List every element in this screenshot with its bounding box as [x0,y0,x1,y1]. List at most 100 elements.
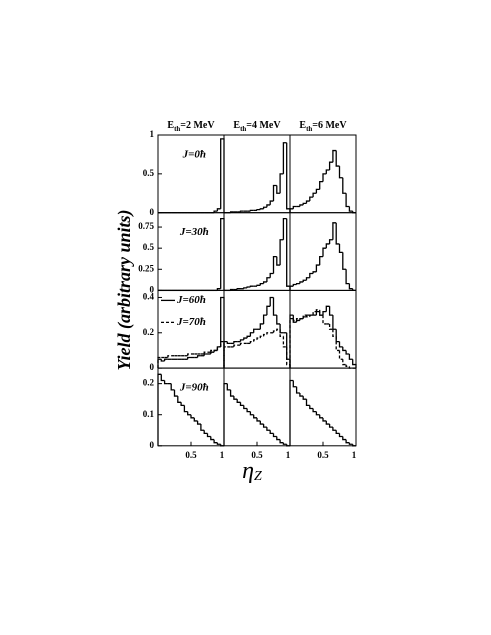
histogram-bin [272,184,277,202]
y-tick-label: 0.5 [143,242,155,252]
histogram-bin [315,411,320,416]
histogram-bin [262,206,267,209]
histogram-bin [282,217,287,240]
histogram-bin [309,405,314,410]
histogram-bin [328,239,333,244]
histogram-bin [269,430,274,435]
y-tick-label: 0.75 [138,221,154,231]
histogram-bin [269,272,274,278]
histogram-bin [236,399,241,403]
x-tick-label: 1 [352,450,357,460]
histogram-bin [256,337,261,340]
histogram-bin [312,192,317,198]
y-tick-label: 0 [150,207,155,217]
histogram-bin [315,264,320,272]
histogram-bin [266,277,271,282]
histogram-bin [190,414,195,419]
histogram-bin [243,405,248,410]
histogram-bin [335,336,340,352]
histogram-bin [246,335,251,339]
histogram-bin [319,414,323,419]
histogram-bin [319,180,323,190]
histogram-bin [272,433,277,438]
histogram-bin [266,332,271,335]
title-subscript: th [240,125,246,133]
histogram-bin [312,408,317,413]
histogram-bin [216,288,221,291]
histogram-bin [276,436,281,441]
histogram-bin [332,315,337,330]
histogram-bin [239,342,244,346]
histogram-bin [223,382,228,446]
histogram-bin [259,282,264,286]
histogram-bin [332,329,337,337]
histogram-bin [342,436,347,441]
histogram-bin [299,281,304,284]
histogram-bin [276,185,281,194]
legend-label: J=70ħ [176,316,206,328]
histogram-bin [163,380,168,385]
histogram-bin [269,200,274,205]
histogram-bin [342,177,347,194]
histogram-bin [342,359,347,366]
histogram-bin [226,383,231,391]
histogram-bin [322,247,327,257]
histogram-bin [210,349,215,353]
histogram-bin [295,282,300,285]
title-subscript: th [174,125,180,133]
histogram-bin [262,281,267,284]
histogram-bin [183,405,188,413]
histogram-bin [279,439,284,444]
histogram-bin [157,356,162,369]
histogram-bin [276,256,281,266]
histogram-bin [319,255,323,266]
title-subscript: th [306,125,312,133]
column-title: Eth=4 MeV [233,120,281,132]
histogram-bin [345,439,350,444]
histogram-bin [279,239,284,266]
histogram-bin [292,315,297,323]
histogram-bin [180,402,185,407]
histogram-bin [322,315,327,325]
histogram-bin [249,285,254,288]
histogram-bin [239,402,244,407]
histogram-bin [272,330,277,333]
histogram-bin [272,297,277,316]
histogram-bin [352,444,356,447]
histogram-bin [279,173,284,194]
histogram-bin [292,283,297,287]
x-tick-label: 0.5 [251,450,263,460]
histogram-bin [302,279,307,282]
histogram-bin [332,149,337,163]
histogram-bin [203,351,208,354]
histogram-bin [348,206,353,212]
histogram-bin [309,314,314,317]
panel-frame [289,289,357,369]
histogram-bin [338,243,343,254]
title-symbol: E [299,120,306,131]
histogram-bin [295,386,300,394]
y-tick-label: 0 [150,440,155,450]
histogram-bin [302,314,307,319]
histogram-bin [328,161,333,170]
histogram-bin [249,209,254,212]
histogram-bin [259,323,264,330]
xlabel-symbol: η [242,458,254,484]
histogram-bin [266,305,271,316]
histogram-bin [276,328,281,332]
histogram-bin [312,310,317,316]
y-tick-label: 0.25 [138,263,154,273]
histogram-bin [328,306,333,316]
histogram-bin [325,243,330,249]
legend-label: J=60ħ [176,294,206,306]
histogram-bin [193,417,198,422]
histogram-bin [342,252,347,270]
histogram-bin [335,150,340,167]
panel-frame [223,367,291,447]
y-tick-label: 0 [150,284,155,294]
histogram-bin [220,444,224,447]
histogram-bin [216,442,221,445]
histogram-bin [246,286,251,288]
histogram-bin [173,389,178,397]
